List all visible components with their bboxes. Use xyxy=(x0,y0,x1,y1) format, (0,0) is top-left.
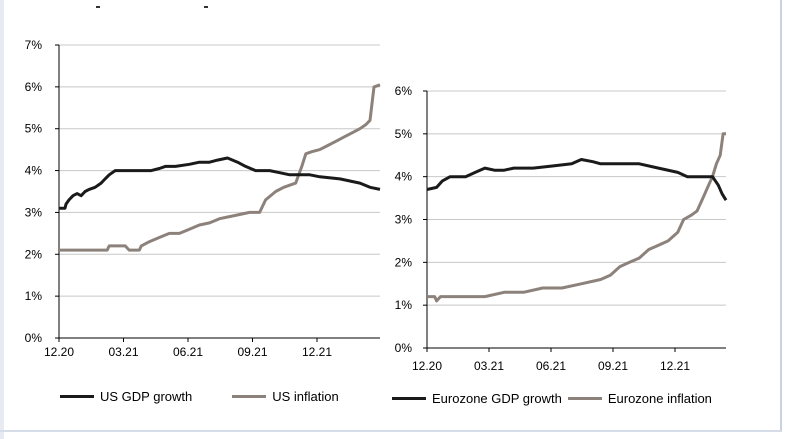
legend-swatch-us-gdp xyxy=(60,395,94,398)
y-tick-label-1-6: 6% xyxy=(395,84,413,98)
x-tick-label-0-2: 06.21 xyxy=(173,345,203,359)
series-line-1-1 xyxy=(427,132,726,303)
y-tick-label-0-1: 1% xyxy=(25,289,43,303)
legend-label-us-gdp: US GDP growth xyxy=(100,389,193,404)
top-crop-marks xyxy=(52,0,212,8)
x-tick-label-1-0: 12.20 xyxy=(412,359,442,373)
x-tick-label-1-3: 09.21 xyxy=(598,359,628,373)
legend-label-ez-gdp: Eurozone GDP growth xyxy=(432,391,562,406)
y-tick-label-0-5: 5% xyxy=(25,122,43,136)
x-tick-label-0-1: 03.21 xyxy=(108,345,138,359)
x-tick-label-1-4: 12.21 xyxy=(660,359,690,373)
legend-swatch-ez-gdp xyxy=(392,397,426,400)
y-tick-label-1-3: 3% xyxy=(395,213,413,227)
x-tick-label-1-2: 06.21 xyxy=(536,359,566,373)
series-line-0-0 xyxy=(59,156,381,210)
x-tick-label-0-4: 12.21 xyxy=(302,345,332,359)
y-tick-label-1-4: 4% xyxy=(395,170,413,184)
x-tick-label-0-0: 12.20 xyxy=(44,345,74,359)
y-tick-label-1-5: 5% xyxy=(395,127,413,141)
y-tick-label-0-3: 3% xyxy=(25,205,43,219)
y-tick-label-0-4: 4% xyxy=(25,164,43,178)
chart-frame xyxy=(0,0,782,432)
x-tick-label-1-1: 03.21 xyxy=(474,359,504,373)
legend-swatch-ez-inflation xyxy=(567,397,602,400)
y-tick-label-1-2: 2% xyxy=(395,255,413,269)
y-tick-label-0-7: 7% xyxy=(25,38,43,52)
legend-label-ez-inflation: Eurozone inflation xyxy=(607,391,712,406)
y-tick-label-1-0: 0% xyxy=(395,341,413,355)
legend-left: US GDP growth US inflation xyxy=(60,389,339,404)
y-tick-label-0-2: 2% xyxy=(25,247,43,261)
y-tick-label-1-1: 1% xyxy=(395,298,413,312)
y-tick-label-0-6: 6% xyxy=(25,80,43,94)
legend-label-us-inflation: US inflation xyxy=(272,389,339,404)
window-left-edge xyxy=(0,0,4,439)
series-line-0-1 xyxy=(59,83,381,252)
y-tick-label-0-0: 0% xyxy=(25,331,43,345)
legend-swatch-us-inflation xyxy=(232,395,267,398)
series-line-1-0 xyxy=(426,158,728,201)
x-tick-label-0-3: 09.21 xyxy=(237,345,267,359)
legend-right: Eurozone GDP growth Eurozone inflation xyxy=(392,391,712,406)
